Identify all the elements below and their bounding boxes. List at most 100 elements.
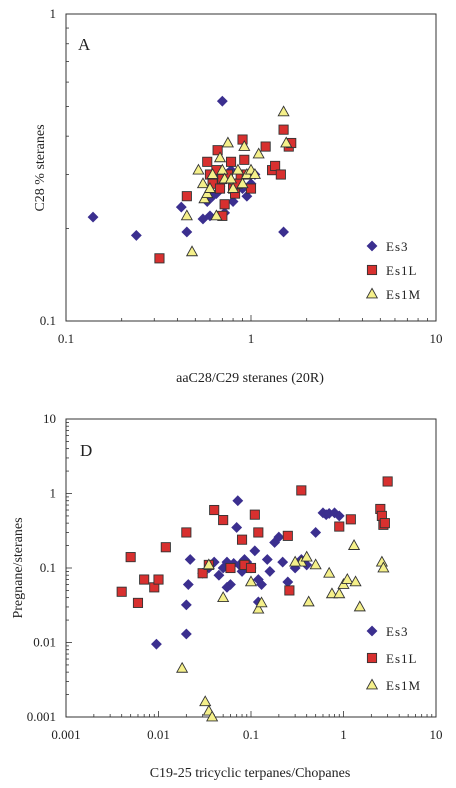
- panel-d-point-es3-39: [221, 581, 233, 593]
- panel-d-point-es3-4: [184, 554, 196, 565]
- panel-a-point-es1m-17: [238, 140, 251, 151]
- panel-d-point-es1l-8: [197, 568, 208, 579]
- panel-a-legend-label-es1l: Es1L: [386, 263, 417, 278]
- panel-a-point-es1m-13: [224, 172, 238, 184]
- panel-a-points: [87, 95, 297, 264]
- panel-d-y-tick-label: 10: [43, 411, 56, 426]
- panel-d-point-es3-14: [232, 495, 244, 507]
- panel-d-point-es1m-0: [176, 661, 189, 673]
- panel-a-point-es1m-12: [221, 136, 234, 148]
- panel-a-y-tick-label: 0.1: [40, 313, 56, 328]
- panel-d-x-tick-label: 1: [340, 727, 347, 742]
- panel-a-x-tick-label: 1: [248, 331, 255, 346]
- panel-a-point-es1m-0: [185, 245, 199, 257]
- panel-d-point-es1m-10: [300, 550, 313, 562]
- panel-a-legend-label-es1m: Es1M: [386, 287, 421, 302]
- panel-a-legend-label-es3: Es3: [386, 239, 409, 254]
- panel-d-point-es1m-13: [323, 566, 336, 578]
- panel-d-y-tick-label: 1: [50, 486, 57, 501]
- panel-d-point-es3-22: [256, 579, 267, 590]
- panel-a-point-es3-3: [181, 226, 193, 238]
- panel-a-x-tick-label: 0.1: [58, 331, 74, 346]
- panel-d-point-es3-13: [231, 522, 243, 533]
- panel-a-x-axis-label: aaC28/C29 steranes (20R): [176, 371, 324, 386]
- panel-a-point-es3-1: [130, 229, 142, 241]
- panel-a-point-es1m-20: [248, 168, 262, 179]
- panel-a-point-es1m-23: [280, 136, 293, 148]
- panel-d-point-es1m-14: [325, 587, 339, 599]
- panel-d-point-es1m-4: [202, 558, 215, 570]
- panel-d-point-es1m-19: [349, 575, 362, 587]
- panel-d-x-tick-label: 0.01: [147, 727, 170, 742]
- panel-d-point-es3-8: [213, 569, 225, 581]
- panel-d-legend-marker-es1m-0: [365, 678, 379, 690]
- panel-a-point-es1m-2: [192, 163, 205, 175]
- panel-a-point-es1l-8: [219, 199, 230, 210]
- panel-d-legend-marker-es3-0: [366, 625, 378, 637]
- panel-a-point-es1l-0: [154, 253, 165, 264]
- panel-a-point-es1l-23: [278, 124, 289, 135]
- panel-a-series-es1m: [180, 105, 293, 257]
- panel-a-point-es1m-3: [196, 177, 210, 189]
- panel-d-point-es3-20: [249, 545, 261, 557]
- panel-d-point-es1l-18: [282, 530, 293, 541]
- panel-a-x-tick-label: 10: [430, 331, 443, 346]
- panel-a-point-es1l-10: [225, 156, 237, 167]
- panel-d-point-es1l-15: [245, 562, 257, 574]
- panel-d-legend-label-es3: Es3: [386, 624, 409, 639]
- panel-d-series-es1l: [116, 476, 393, 608]
- panel-d-point-es1m-23: [289, 555, 302, 567]
- panel-d-x-tick-label: 10: [430, 727, 443, 742]
- panel-a-y-tick-label: 1: [50, 6, 57, 21]
- panel-d-point-es1l-17: [253, 527, 264, 538]
- panel-d-point-es1l-19: [284, 585, 295, 596]
- panel-d-point-es1l-12: [225, 562, 236, 574]
- panel-a-label: A: [78, 35, 91, 54]
- panel-d-point-es1l-26: [382, 476, 393, 487]
- panel-d-point-es1l-1: [125, 552, 136, 563]
- panel-a-point-es1m-15: [231, 163, 245, 175]
- panel-a-point-es1m-7: [206, 168, 219, 179]
- panel-d-axes: 0.001 0.01 0.1 1 10 0.001 0.01 0.1 1 10: [27, 411, 443, 742]
- panel-d-legend-marker-es1l-0: [366, 652, 378, 664]
- panel-d-point-es1m-7: [252, 602, 265, 614]
- panel-a-point-es1l-6: [214, 183, 226, 194]
- panel-a-point-es3-2: [175, 201, 187, 213]
- panel-d-point-es1l-21: [334, 521, 345, 532]
- panel-a-point-es1l-19: [260, 141, 271, 152]
- panel-a-y-axis-label: C28 % steranes: [33, 124, 48, 211]
- panel-a-axes: 0.1 1 10 0.1 1: [40, 6, 443, 346]
- panel-d-point-es1m-17: [341, 573, 354, 584]
- panel-a-point-es3-9: [216, 95, 228, 107]
- panel-d-point-es1m-3: [206, 710, 219, 722]
- panel-d-point-es1m-18: [347, 539, 361, 550]
- panel-d-x-axis-label: C19-25 tricyclic terpanes/Chopanes: [150, 766, 351, 781]
- panel-d-legend-label-es1l: Es1L: [386, 651, 417, 666]
- panel-d-point-es1l-10: [209, 504, 220, 516]
- panel-d-series-es1m: [176, 539, 390, 722]
- panel-a-point-es1l-2: [202, 156, 213, 167]
- panel-a-legend-marker-es3-0: [366, 240, 378, 252]
- panel-a-legend-marker-es1m-0: [365, 287, 379, 299]
- panel-d-point-es1m-11: [302, 595, 315, 607]
- panel-d-point-es1l-13: [236, 534, 248, 545]
- panel-a-legend: Es3 Es1L Es1M: [365, 239, 421, 302]
- panel-a-point-es1m-9: [213, 151, 227, 163]
- panel-a-point-es1m-1: [180, 209, 193, 221]
- panel-a-legend-marker-es1l-0: [366, 264, 378, 276]
- panel-d-point-es1m-6: [244, 575, 258, 587]
- panel-a-point-es1m-21: [252, 147, 265, 159]
- panel-d-point-es1l-16: [249, 509, 260, 520]
- panel-d-point-es1l-0: [116, 586, 127, 597]
- panel-d-point-es1l-6: [160, 542, 171, 553]
- panel-d-point-es1l-20: [296, 485, 307, 496]
- panel-d-point-es1m-5: [217, 591, 230, 603]
- panel-a-point-es3-19: [278, 226, 290, 238]
- panel-d-point-es3-31: [310, 527, 322, 538]
- panel-d-point-es3-36: [333, 510, 345, 522]
- panel-d-point-es3-23: [261, 554, 273, 565]
- panel-d-x-tick-label: 0.1: [243, 727, 259, 742]
- panel-d: D 0.001 0.01 0.1 1 10 0.001 0.01 0.1 1 10 C19-25 …: [11, 411, 443, 781]
- panel-d-series-es3: [151, 495, 345, 650]
- panel-d-y-tick-label: 0.001: [27, 709, 56, 724]
